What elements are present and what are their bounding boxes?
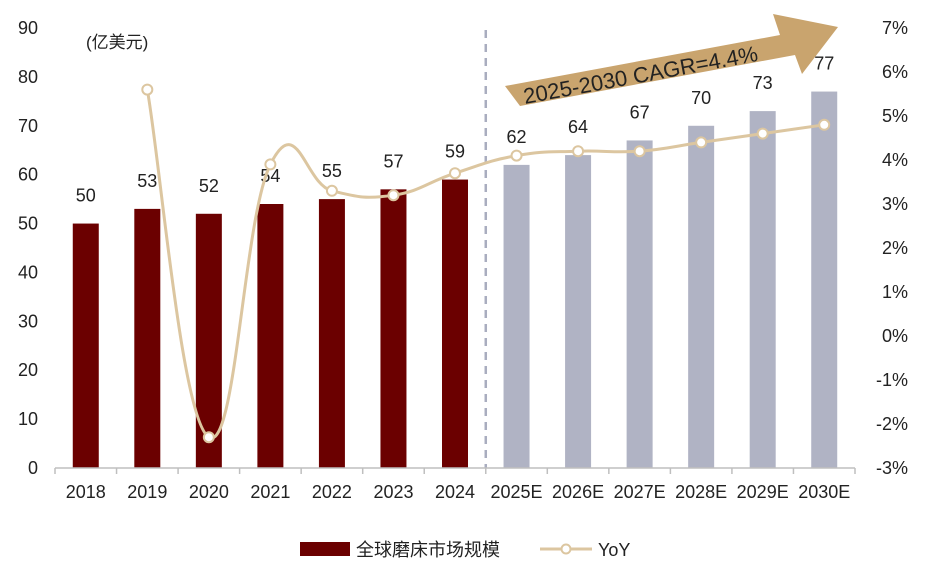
yoy-point-2027E xyxy=(633,145,646,158)
left-axis-tick-label: 60 xyxy=(18,165,38,185)
left-axis-tick-label: 0 xyxy=(28,458,38,478)
right-axis-tick-label: 3% xyxy=(882,194,908,214)
x-axis-tick-label: 2027E xyxy=(614,482,666,502)
x-axis-tick-label: 2023 xyxy=(373,482,413,502)
bar-2022 xyxy=(318,199,345,468)
yoy-point-2024 xyxy=(449,167,461,180)
cagr-annotation: 2025-2030 CAGR=4.4% xyxy=(505,14,838,109)
right-axis-tick-label: 4% xyxy=(882,150,908,170)
bar-value-label-2022: 55 xyxy=(322,161,342,181)
bar-2029E xyxy=(749,111,776,468)
yoy-point-2025E xyxy=(510,149,523,162)
x-axis-tick-label: 2020 xyxy=(189,482,229,502)
x-axis: 2018 2019 2020 2021 2022 2023 2024 2025E 2026E 20… xyxy=(54,467,856,502)
right-axis: -3% -2% -1% 0% 1% 2% 3% 4% 5% 6% 7% xyxy=(876,18,908,478)
bar-value-label-2024: 59 xyxy=(445,142,465,162)
left-axis-tick-label: 20 xyxy=(18,360,38,380)
legend-label-yoy: YoY xyxy=(598,540,630,560)
left-axis-tick-label: 10 xyxy=(18,409,38,429)
yoy-point-2021 xyxy=(264,158,277,171)
x-axis-tick-label: 2026E xyxy=(552,482,604,502)
bar-2028E xyxy=(688,125,715,469)
right-axis-tick-label: 5% xyxy=(882,106,908,126)
yoy-line-group xyxy=(141,83,831,444)
bar-value-label-2026E: 64 xyxy=(568,117,588,137)
yoy-point-2022 xyxy=(325,184,338,197)
right-axis-tick-label: 6% xyxy=(882,62,908,82)
left-axis-tick-label: 50 xyxy=(18,214,38,234)
legend-label-market-size: 全球磨床市场规模 xyxy=(356,540,500,560)
yoy-point-2029E xyxy=(756,127,769,140)
bar-value-label-2029E: 73 xyxy=(753,73,773,93)
legend: 全球磨床市场规模 YoY xyxy=(300,540,630,560)
bar-2027E xyxy=(626,140,653,468)
right-axis-tick-label: 2% xyxy=(882,238,908,258)
left-axis-tick-label: 90 xyxy=(18,18,38,38)
x-axis-tick-label: 2022 xyxy=(312,482,352,502)
cagr-arrow xyxy=(505,14,838,106)
right-axis-tick-label: -1% xyxy=(876,370,908,390)
x-axis-tick-label: 2024 xyxy=(435,482,475,502)
x-axis-tick-label: 2029E xyxy=(737,482,789,502)
bar-2018 xyxy=(72,223,99,468)
cagr-annotation-text: 2025-2030 CAGR=4.4% xyxy=(521,41,759,109)
bar-2025E xyxy=(503,164,530,468)
bar-2030E xyxy=(811,91,838,469)
bar-value-label-2019: 53 xyxy=(137,171,157,191)
bar-2024 xyxy=(442,179,468,469)
legend-swatch-marker xyxy=(560,543,572,555)
bar-2019 xyxy=(134,208,161,468)
bar-value-label-2027E: 67 xyxy=(630,102,650,122)
x-axis-tick-label: 2021 xyxy=(250,482,290,502)
yoy-point-2023 xyxy=(387,189,400,202)
yoy-point-2028E xyxy=(695,136,708,149)
bar-2021 xyxy=(257,204,284,468)
left-axis-tick-label: 30 xyxy=(18,311,38,331)
x-axis-tick-label: 2019 xyxy=(127,482,167,502)
bar-value-label-2023: 57 xyxy=(383,151,403,171)
left-axis-tick-label: 80 xyxy=(18,67,38,87)
yoy-point-2020 xyxy=(202,431,215,444)
x-axis-tick-label: 2028E xyxy=(675,482,727,502)
left-axis-tick-label: 40 xyxy=(18,262,38,282)
legend-swatch-bar xyxy=(300,542,350,556)
left-axis-tick-label: 70 xyxy=(18,116,38,136)
x-axis-tick-label: 2030E xyxy=(798,482,850,502)
bar-value-label-2018: 50 xyxy=(76,186,96,206)
right-axis-tick-label: -2% xyxy=(876,414,908,434)
right-axis-tick-label: 0% xyxy=(882,326,908,346)
bar-value-label-2020: 52 xyxy=(199,176,219,196)
x-axis-tick-label: 2018 xyxy=(66,482,106,502)
bar-2026E xyxy=(565,155,592,468)
bars-group xyxy=(72,91,838,469)
unit-label: (亿美元) xyxy=(86,33,148,52)
right-axis-tick-label: -3% xyxy=(876,458,908,478)
bar-value-label-2030E: 77 xyxy=(814,54,834,74)
yoy-point-2030E xyxy=(818,118,831,131)
x-axis-tick-label: 2025E xyxy=(491,482,543,502)
bar-value-label-2028E: 70 xyxy=(691,88,711,108)
yoy-point-2019 xyxy=(141,83,154,96)
yoy-point-2026E xyxy=(572,145,585,158)
left-axis: 0 10 20 30 40 50 60 70 80 90 xyxy=(18,18,38,478)
bar-value-label-2025E: 62 xyxy=(507,127,527,147)
right-axis-tick-label: 7% xyxy=(882,18,908,38)
right-axis-tick-label: 1% xyxy=(882,282,908,302)
bar-2023 xyxy=(380,189,407,469)
